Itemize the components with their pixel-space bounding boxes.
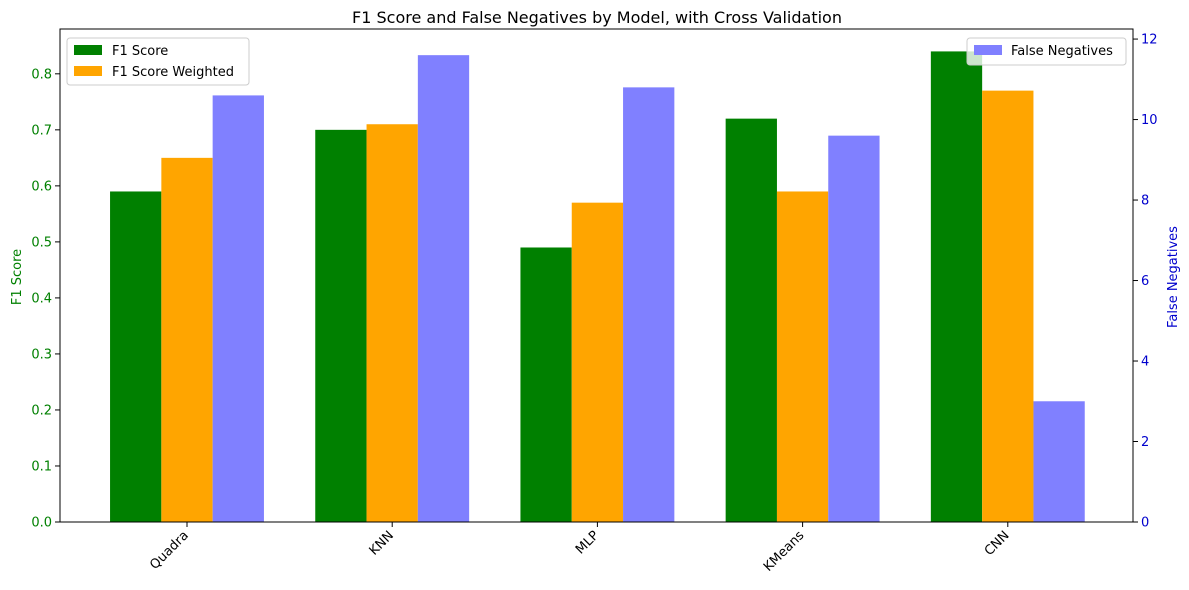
legend-swatch-f1-score: [74, 45, 102, 55]
x-tick-label-knn: KNN: [367, 528, 397, 558]
right-axis: 0 2 4 6 8 10 12: [1133, 33, 1158, 531]
bar-false-negatives-quadra: [212, 95, 264, 523]
legend-left: F1 Score F1 Score Weighted: [66, 37, 250, 86]
legend-right-frame: [966, 37, 1127, 66]
right-tick-label: 4: [1141, 355, 1149, 370]
right-axis-label: False Negatives: [1166, 226, 1181, 328]
right-tick-label: 0: [1141, 516, 1149, 531]
bar-f1-score-weighted-cnn: [982, 90, 1034, 523]
bar-f1-score-weighted-mlp: [571, 202, 624, 523]
legend-swatch-f1-score-weighted: [74, 66, 102, 76]
left-tick-label: 0.6: [31, 179, 52, 194]
left-axis: 0.0 0.1 0.2 0.3 0.4 0.5 0.6 0.7 0.8: [31, 67, 60, 531]
x-axis: Quadra KNN MLP KMeans CNN: [147, 522, 1013, 575]
bar-f1-score-kmeans: [725, 118, 777, 522]
bar-f1-score-weighted-kmeans: [776, 191, 829, 522]
x-tick-label-cnn: CNN: [982, 528, 1013, 559]
legend-left-frame: [66, 37, 250, 86]
left-tick-label: 0.1: [31, 459, 52, 474]
right-tick-label: 12: [1141, 33, 1158, 48]
bars-layer: [110, 51, 1085, 523]
left-tick-label: 0.7: [31, 123, 52, 138]
right-tick-label: 8: [1141, 194, 1149, 209]
bar-f1-score-knn: [315, 129, 367, 522]
legend-label-f1-score-weighted: F1 Score Weighted: [112, 65, 234, 80]
left-tick-label: 0.5: [31, 235, 52, 250]
bar-false-negatives-kmeans: [828, 135, 880, 522]
plot-frame: [59, 28, 1134, 523]
chart-title: F1 Score and False Negatives by Model, w…: [352, 8, 842, 27]
legend-label-f1-score: F1 Score: [112, 44, 168, 59]
right-tick-label: 2: [1141, 435, 1149, 450]
bar-false-negatives-cnn: [1033, 401, 1085, 522]
x-tick-label-quadra: Quadra: [147, 528, 192, 573]
left-tick-label: 0.3: [31, 347, 52, 362]
bar-f1-score-cnn: [930, 51, 983, 522]
bar-f1-score-quadra: [110, 191, 162, 522]
right-tick-label: 6: [1141, 274, 1149, 289]
x-tick-label-kmeans: KMeans: [761, 528, 808, 575]
left-tick-label: 0.8: [31, 67, 52, 82]
bar-false-negatives-knn: [417, 55, 470, 522]
bar-false-negatives-mlp: [623, 87, 675, 523]
left-axis-label: F1 Score: [10, 249, 25, 305]
left-tick-label: 0.4: [31, 291, 52, 306]
legend-right: False Negatives: [966, 37, 1127, 66]
legend-label-false-negatives: False Negatives: [1011, 44, 1113, 59]
bar-f1-score-weighted-quadra: [161, 157, 213, 522]
x-tick-label-mlp: MLP: [573, 528, 602, 557]
legend-swatch-false-negatives: [974, 45, 1002, 55]
bar-f1-score-weighted-knn: [366, 124, 418, 523]
left-tick-label: 0.0: [31, 516, 52, 531]
bar-f1-score-mlp: [520, 247, 572, 523]
left-tick-label: 0.2: [31, 403, 52, 418]
right-tick-label: 10: [1141, 113, 1158, 128]
